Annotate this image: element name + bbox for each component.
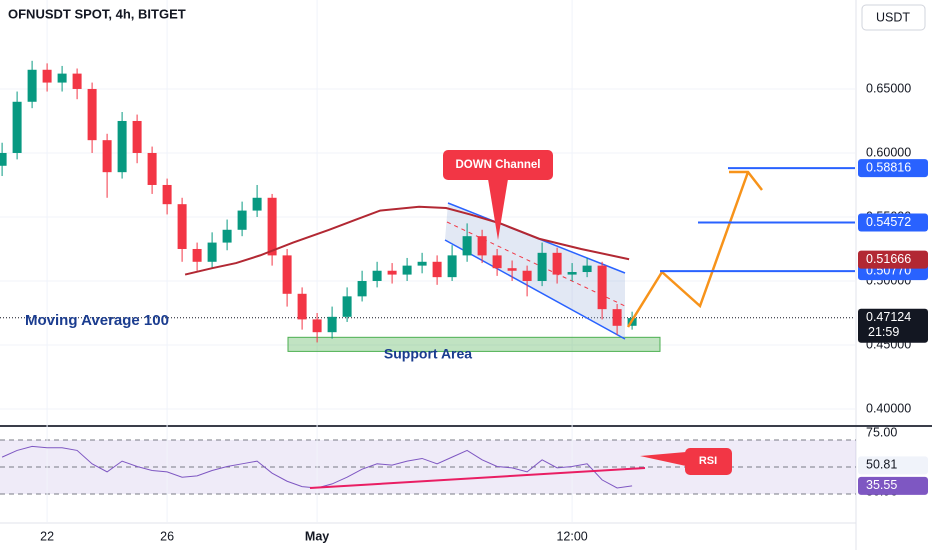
support-label: Support Area xyxy=(384,346,472,362)
candle-body xyxy=(267,197,277,256)
x-tick-label: 12:00 xyxy=(556,529,587,543)
candle-body xyxy=(342,296,352,317)
support-area xyxy=(287,336,661,352)
candle-body xyxy=(0,152,7,166)
rsi-callout-box xyxy=(685,448,732,475)
candle-body xyxy=(507,268,517,271)
rsi-value-label: 35.55 xyxy=(866,478,897,492)
last-price-label: 0.47124 xyxy=(866,310,911,324)
countdown: 21:59 xyxy=(868,325,899,339)
candle-body xyxy=(447,255,457,278)
candle-body xyxy=(177,204,187,249)
chart-title: OFNUSDT SPOT, 4h, BITGET xyxy=(8,6,186,21)
callout-pointer xyxy=(488,179,508,240)
level-box xyxy=(858,213,928,232)
candle-body xyxy=(72,73,82,89)
projection-path xyxy=(626,171,750,328)
candle-body xyxy=(192,248,202,262)
level-label: 0.58816 xyxy=(866,160,911,174)
candle-body xyxy=(477,236,487,256)
candle-body xyxy=(357,280,367,297)
ma-label: Moving Average 100 xyxy=(25,312,169,329)
currency-box[interactable] xyxy=(861,4,926,31)
candle-body xyxy=(87,88,97,141)
candle-body xyxy=(492,255,502,269)
callout-box xyxy=(443,150,553,180)
candle-body xyxy=(282,255,292,294)
moving-average xyxy=(184,205,630,276)
candle-body xyxy=(27,69,37,102)
ma-box xyxy=(858,250,928,269)
rsi-trendline xyxy=(309,467,646,489)
candle-body xyxy=(42,69,52,83)
rsi-ma-box xyxy=(858,456,928,475)
candle-body xyxy=(387,270,397,275)
projection-arrowhead xyxy=(729,170,763,191)
candle-body xyxy=(102,140,112,173)
candle-body xyxy=(612,309,622,326)
candle-body xyxy=(207,242,217,262)
candle-body xyxy=(432,261,442,278)
level-label: 0.54572 xyxy=(866,215,911,229)
currency[interactable]: USDT xyxy=(876,10,910,24)
x-tick-label: 22 xyxy=(40,529,54,543)
y-tick-label: 0.65000 xyxy=(866,81,911,95)
candle-body xyxy=(237,210,247,230)
candle-body xyxy=(462,236,472,256)
candle-body xyxy=(327,316,337,333)
candle-body xyxy=(372,270,382,281)
rsi-callout-text: RSI xyxy=(699,455,717,467)
y-tick-label: 0.40000 xyxy=(866,401,911,415)
candle-body xyxy=(57,73,67,83)
x-tick-label: May xyxy=(305,529,329,543)
candle-body xyxy=(147,152,157,185)
candle-body xyxy=(417,261,427,266)
candle-body xyxy=(117,120,127,173)
candle-body xyxy=(12,101,22,153)
x-tick-label: 26 xyxy=(160,529,174,543)
ma-value-label: 0.51666 xyxy=(866,252,911,266)
channel-fill xyxy=(445,203,625,339)
rsi-tick-label: 75.00 xyxy=(866,425,897,439)
candle-body xyxy=(552,252,562,275)
candle-body xyxy=(522,270,532,281)
candle-body xyxy=(597,265,607,310)
rsi-value-box xyxy=(858,476,928,495)
last-price-box xyxy=(858,308,928,343)
candle-body xyxy=(402,265,412,275)
candle-body xyxy=(537,252,547,281)
candle-body xyxy=(567,272,577,275)
rsi-callout-pointer xyxy=(640,452,686,466)
rsi-ma-label: 50.81 xyxy=(866,458,897,472)
candle-body xyxy=(582,265,592,273)
candle-body xyxy=(162,184,172,205)
channel-bottom xyxy=(444,239,626,340)
candle-body xyxy=(252,197,262,211)
callout-text: DOWN Channel xyxy=(456,159,541,171)
candle-body xyxy=(297,293,307,320)
channel-mid xyxy=(446,221,626,307)
level-box xyxy=(858,159,928,178)
y-tick-label: 0.60000 xyxy=(866,145,911,159)
candle-body xyxy=(222,229,232,243)
candle-body xyxy=(312,319,322,333)
candle-body xyxy=(132,120,142,153)
